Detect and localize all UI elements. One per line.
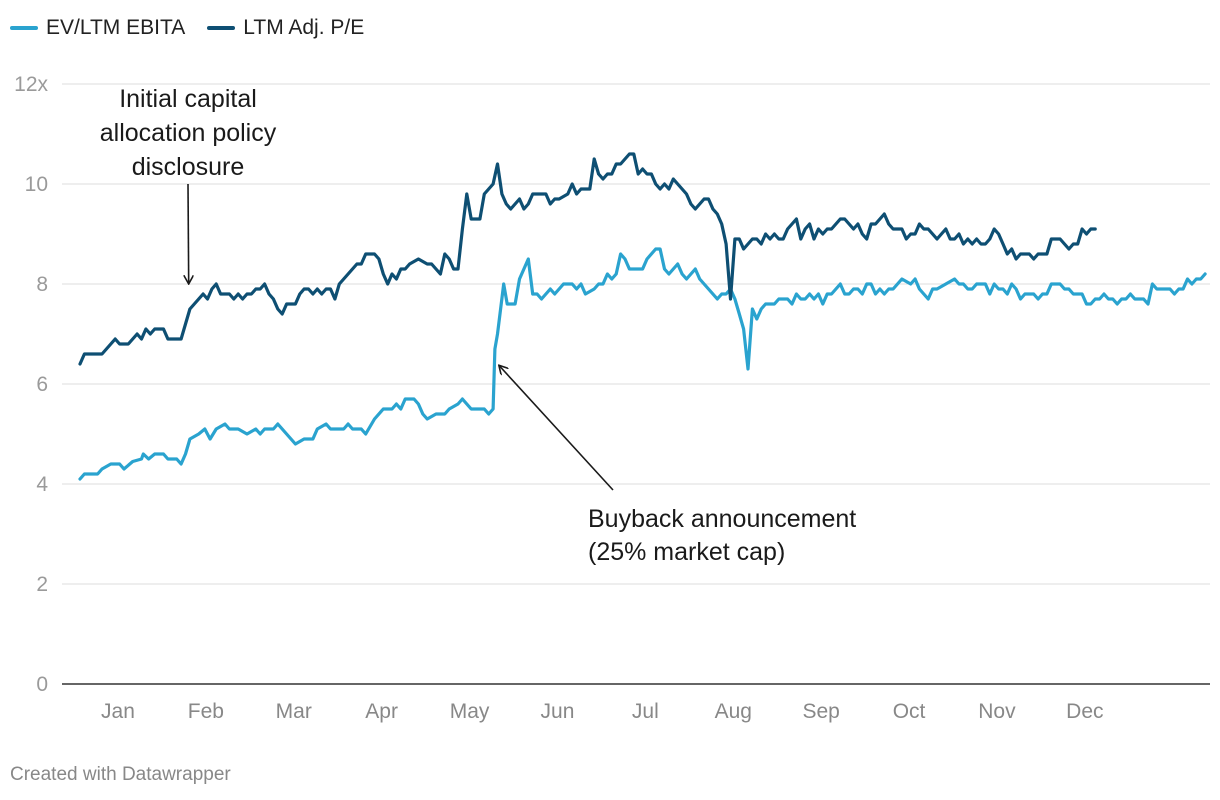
footer-credit: Created with Datawrapper [10,764,231,785]
x-tick-label-jul: Jul [632,700,659,723]
x-tick-label-dec: Dec [1066,700,1103,723]
x-tick-label-may: May [450,700,490,723]
legend-label-ltm-adj-pe: LTM Adj. P/E [243,16,365,39]
annotation-buyback-arrow [500,366,614,491]
line-chart: 0 2 4 6 8 10 12x Jan Feb Mar Apr May Jun Jul Aug Sep Oc… [14,73,1210,723]
legend-item-ev-ltm-ebita[interactable]: EV/LTM EBITA [10,16,185,40]
y-tick-label-10: 10 [25,173,48,196]
x-tick-label-nov: Nov [978,700,1016,723]
legend-swatch-ev-ltm-ebita [10,26,38,30]
x-tick-label-oct: Oct [893,700,926,723]
x-tick-label-jun: Jun [541,700,575,723]
gridlines [62,83,1210,685]
y-tick-label-8: 8 [36,273,48,296]
annotations: Initial capital allocation policy disclosu… [100,85,857,566]
annotation-buyback-line-2: (25% market cap) [588,538,785,566]
y-axis-ticks: 0 2 4 6 8 10 12x [14,73,48,696]
legend-label-ev-ltm-ebita: EV/LTM EBITA [46,16,186,39]
x-tick-label-apr: Apr [365,700,398,723]
x-tick-label-sep: Sep [802,700,839,723]
y-tick-label-4: 4 [36,473,48,496]
legend-swatch-ltm-adj-pe [207,26,236,30]
y-tick-label-12: 12x [14,73,48,96]
series-line-ltm-adj-p-e[interactable] [78,152,1097,366]
x-tick-label-aug: Aug [715,700,752,723]
y-tick-label-2: 2 [36,573,48,596]
annotation-buyback-line-1: Buyback announcement [588,505,856,533]
x-axis-ticks: Jan Feb Mar Apr May Jun Jul Aug Sep Oct Nov Dec [101,700,1104,723]
series-line-ev-ltm-ebita[interactable] [78,247,1207,481]
x-tick-label-mar: Mar [276,700,312,723]
annotation-policy-arrow [188,183,189,283]
annotation-policy-line-3: disclosure [132,153,245,181]
series-lines [78,152,1207,481]
y-tick-label-6: 6 [36,373,48,396]
x-tick-label-jan: Jan [101,700,135,723]
annotation-policy-line-2: allocation policy [100,119,277,147]
legend-item-ltm-adj-pe[interactable]: LTM Adj. P/E [207,16,364,40]
x-tick-label-feb: Feb [188,700,224,723]
annotation-policy-line-1: Initial capital [119,85,257,113]
legend: EV/LTM EBITA LTM Adj. P/E [10,16,364,40]
y-tick-label-0: 0 [36,673,48,696]
